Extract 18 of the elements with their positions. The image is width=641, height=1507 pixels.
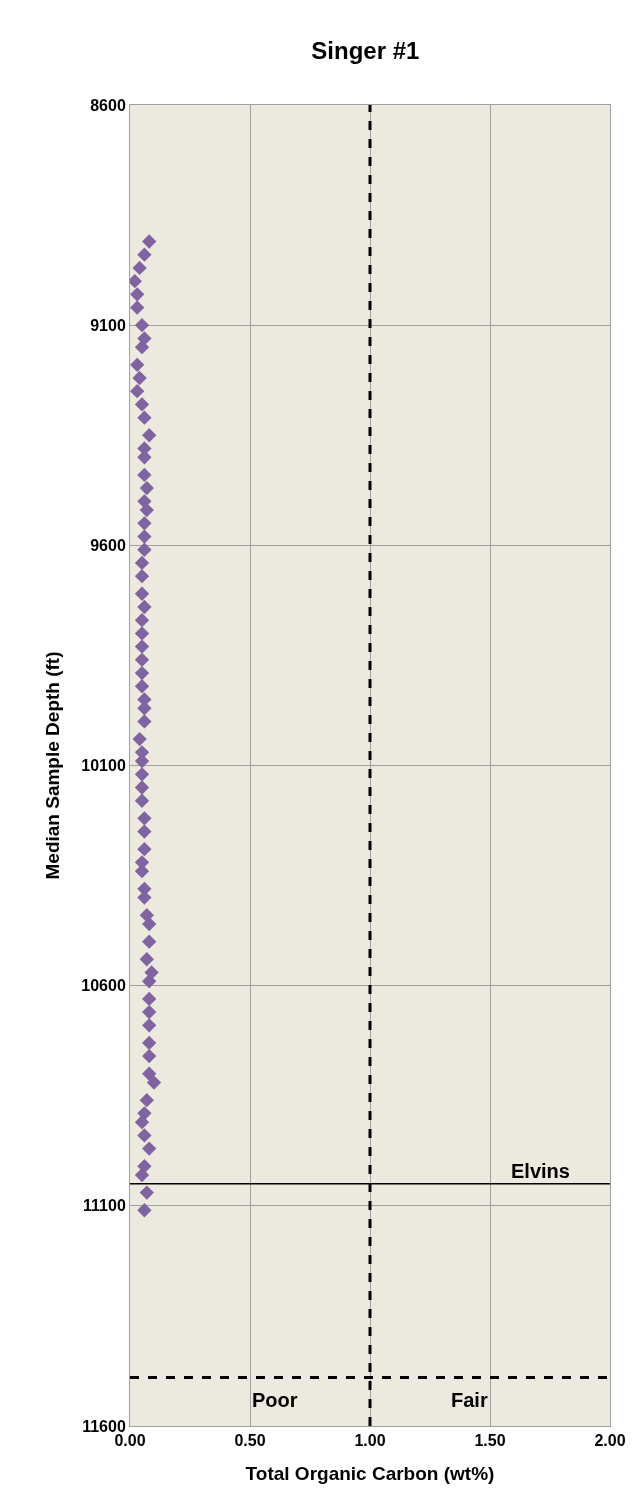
y-tick-label: 9600 xyxy=(90,536,126,554)
x-axis-title: Total Organic Carbon (wt%) xyxy=(245,1463,495,1484)
y-tick-label: 10600 xyxy=(81,977,126,995)
x-tick-label: 2.00 xyxy=(594,1432,626,1450)
y-tick-label: 11100 xyxy=(83,1197,126,1215)
annotation: Fair xyxy=(451,1389,488,1411)
y-tick-label: 8600 xyxy=(90,96,126,114)
y-tick-label: 10100 xyxy=(81,757,126,775)
x-tick-label: 1.50 xyxy=(474,1432,506,1450)
chart-title: Singer #1 xyxy=(311,37,420,64)
y-axis-title: Median Sample Depth (ft) xyxy=(42,651,64,880)
y-tick-label: 11600 xyxy=(82,1417,126,1435)
y-tick-label: 9100 xyxy=(90,316,126,334)
ref-line-label: Elvins xyxy=(511,1160,570,1182)
annotation: Poor xyxy=(252,1389,298,1411)
x-tick-label: 0.00 xyxy=(114,1432,146,1450)
x-tick-label: 1.00 xyxy=(354,1432,386,1450)
x-tick-label: 0.50 xyxy=(234,1432,266,1450)
